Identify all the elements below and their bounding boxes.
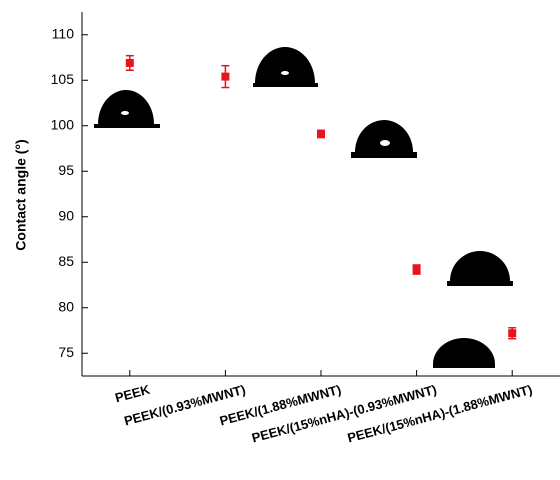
- point: [508, 329, 517, 338]
- y-tick-label: 75: [58, 344, 74, 360]
- point: [125, 58, 134, 67]
- y-tick-label: 110: [52, 25, 75, 41]
- point: [412, 265, 421, 274]
- y-tick-label: 80: [58, 298, 74, 314]
- y-axis-title: Contact angle (°): [13, 139, 29, 250]
- x-tick-label: PEEK/(15%nHA)-(1.88%MWNT): [346, 382, 534, 446]
- y-tick-label: 100: [51, 116, 75, 132]
- droplet-images: [94, 47, 513, 368]
- y-tick-label: 90: [58, 207, 74, 223]
- x-tick-label: PEEK: [113, 382, 152, 406]
- y-tick-label: 105: [51, 71, 75, 87]
- point: [221, 72, 230, 81]
- point: [317, 129, 325, 138]
- y-tick-label: 85: [58, 253, 74, 269]
- y-tick-label: 95: [58, 162, 74, 178]
